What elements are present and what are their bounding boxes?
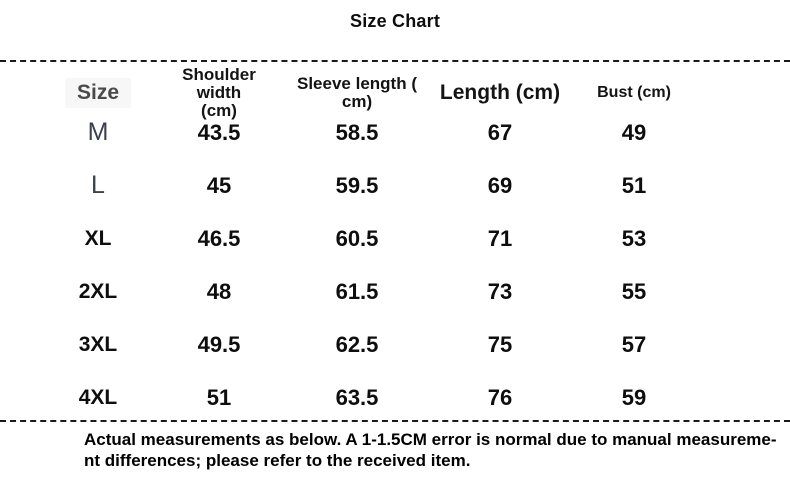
size-label: XL: [84, 226, 112, 250]
header-sleeve-length: Sleeve length ( cm): [278, 75, 436, 111]
sleeve-value: 60.5: [335, 225, 379, 251]
header-sleeve-line2: cm): [341, 92, 373, 111]
length-value: 71: [487, 225, 513, 251]
bust-value: 57: [621, 331, 647, 357]
shoulder-value: 49.5: [197, 331, 241, 357]
table-row: M 43.5 58.5 67 49: [36, 106, 704, 159]
size-label: 3XL: [78, 332, 118, 356]
table-row: XL 46.5 60.5 71 53: [36, 212, 704, 265]
disclaimer-line2: nt differences; please refer to the rece…: [84, 451, 471, 470]
shoulder-value: 45: [206, 172, 232, 198]
header-bust: Bust (cm): [597, 84, 671, 101]
shoulder-value: 43.5: [197, 119, 241, 145]
size-label: L: [91, 171, 105, 199]
header-sleeve-line1: Sleeve length (: [297, 74, 417, 93]
table-row: 4XL 51 63.5 76 59: [36, 371, 704, 424]
header-length: Length (cm): [439, 81, 561, 104]
table-row: 2XL 48 61.5 73 55: [36, 265, 704, 318]
length-value: 76: [487, 384, 513, 410]
size-label: M: [87, 118, 109, 146]
page-title: Size Chart: [349, 11, 441, 31]
shoulder-value: 48: [206, 278, 232, 304]
size-label: 4XL: [78, 385, 118, 409]
disclaimer-line1: Actual measurements as below. A 1-1.5CM …: [84, 430, 777, 449]
top-dashed-divider: [0, 60, 790, 62]
bust-value: 53: [621, 225, 647, 251]
sleeve-value: 63.5: [335, 384, 379, 410]
size-chart-table: Size Shoulder width (cm) Sleeve length (…: [36, 66, 704, 424]
header-size-label: Size: [64, 78, 132, 108]
table-row: 3XL 49.5 62.5 75 57: [36, 318, 704, 371]
size-label: 2XL: [78, 279, 118, 303]
header-shoulder-width: Shoulder width (cm): [160, 66, 278, 120]
sleeve-value: 58.5: [335, 119, 379, 145]
table-row: L 45 59.5 69 51: [36, 159, 704, 212]
sleeve-value: 59.5: [335, 172, 379, 198]
sleeve-value: 62.5: [335, 331, 379, 357]
header-shoulder-line2: (cm): [201, 101, 237, 120]
bust-value: 49: [621, 119, 647, 145]
length-value: 67: [487, 119, 513, 145]
bottom-dashed-divider: [0, 420, 790, 422]
length-value: 75: [487, 331, 513, 357]
header-size: Size: [36, 78, 160, 108]
bust-value: 59: [621, 384, 647, 410]
bust-value: 51: [621, 172, 647, 198]
length-value: 69: [487, 172, 513, 198]
header-shoulder-line1: Shoulder width: [182, 65, 256, 102]
length-value: 73: [487, 278, 513, 304]
sleeve-value: 61.5: [335, 278, 379, 304]
table-header-row: Size Shoulder width (cm) Sleeve length (…: [36, 66, 704, 120]
shoulder-value: 51: [206, 384, 232, 410]
bust-value: 55: [621, 278, 647, 304]
measurement-disclaimer: Actual measurements as below. A 1-1.5CM …: [84, 429, 777, 471]
shoulder-value: 46.5: [197, 225, 241, 251]
